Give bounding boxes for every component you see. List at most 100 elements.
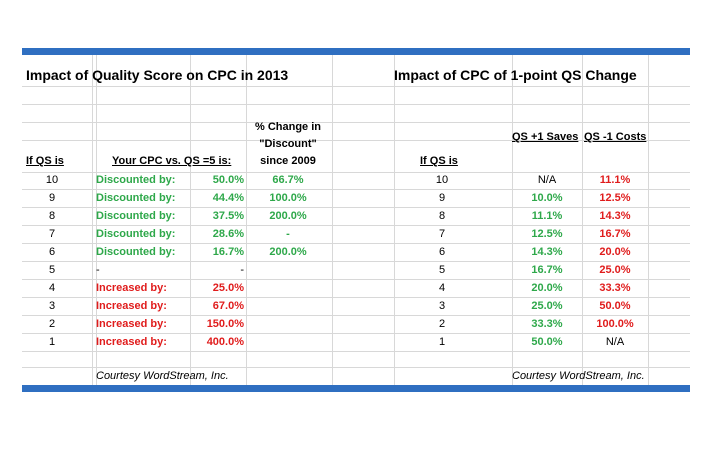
right-row-qs: 2 bbox=[438, 318, 446, 330]
left-row-change: - bbox=[286, 228, 290, 240]
left-row-change: 200.0% bbox=[269, 210, 307, 222]
grid-horizontal-line bbox=[22, 315, 690, 316]
right-header-saves: QS +1 Saves bbox=[512, 131, 579, 143]
left-row-label: Increased by: bbox=[96, 300, 167, 312]
left-row-qs: 7 bbox=[48, 228, 56, 240]
right-row-saves: 16.7% bbox=[531, 264, 563, 276]
right-row-qs: 3 bbox=[438, 300, 446, 312]
right-row-saves: N/A bbox=[537, 174, 557, 186]
left-row-value: 25.0% bbox=[212, 282, 244, 294]
grid-horizontal-line bbox=[22, 351, 690, 352]
left-row-qs: 2 bbox=[48, 318, 56, 330]
grid-vertical-line bbox=[648, 55, 649, 385]
left-row-label: Increased by: bbox=[96, 282, 167, 294]
left-row-qs: 4 bbox=[48, 282, 56, 294]
left-row-label: - bbox=[96, 264, 100, 276]
right-row-costs: 11.1% bbox=[599, 174, 631, 186]
left-row-qs: 1 bbox=[48, 336, 56, 348]
right-row-saves: 14.3% bbox=[531, 246, 563, 258]
left-row-label: Discounted by: bbox=[96, 228, 176, 240]
grid-vertical-line bbox=[394, 55, 395, 385]
grid-horizontal-line bbox=[22, 279, 690, 280]
right-row-costs: 12.5% bbox=[599, 192, 631, 204]
grid-horizontal-line bbox=[22, 367, 690, 368]
left-row-change: 66.7% bbox=[272, 174, 304, 186]
left-row-label: Discounted by: bbox=[96, 174, 176, 186]
left-row-label: Increased by: bbox=[96, 336, 167, 348]
left-row-value: 16.7% bbox=[212, 246, 244, 258]
left-row-change: 100.0% bbox=[269, 192, 307, 204]
right-row-costs: 14.3% bbox=[599, 210, 631, 222]
grid-vertical-line bbox=[190, 55, 191, 385]
grid-horizontal-line bbox=[22, 189, 690, 190]
left-row-label: Discounted by: bbox=[96, 192, 176, 204]
right-row-saves: 25.0% bbox=[531, 300, 563, 312]
left-row-value: 28.6% bbox=[212, 228, 244, 240]
grid-horizontal-line bbox=[22, 243, 690, 244]
left-header-change-3: since 2009 bbox=[260, 155, 316, 167]
right-row-qs: 8 bbox=[438, 210, 446, 222]
right-table-title: Impact of CPC of 1-point QS Change bbox=[394, 67, 637, 83]
right-row-costs: 16.7% bbox=[599, 228, 631, 240]
left-row-qs: 10 bbox=[45, 174, 59, 186]
right-row-costs: N/A bbox=[605, 336, 625, 348]
grid-horizontal-line bbox=[22, 172, 690, 173]
left-row-value: 44.4% bbox=[212, 192, 244, 204]
grid-horizontal-line bbox=[22, 297, 690, 298]
right-row-saves: 11.1% bbox=[531, 210, 563, 222]
left-header-change-1: % Change in bbox=[254, 121, 321, 133]
right-row-qs: 7 bbox=[438, 228, 446, 240]
right-row-saves: 50.0% bbox=[531, 336, 563, 348]
grid-vertical-line bbox=[96, 55, 97, 385]
left-header-qs: If QS is bbox=[26, 155, 64, 167]
grid-horizontal-line bbox=[22, 261, 690, 262]
left-row-value: 150.0% bbox=[206, 318, 244, 330]
left-row-value: 67.0% bbox=[212, 300, 244, 312]
grid-horizontal-line bbox=[22, 104, 690, 105]
grid-vertical-line bbox=[582, 55, 583, 385]
right-row-saves: 12.5% bbox=[531, 228, 563, 240]
left-row-qs: 3 bbox=[48, 300, 56, 312]
grid-horizontal-line bbox=[22, 333, 690, 334]
right-row-qs: 4 bbox=[438, 282, 446, 294]
left-row-qs: 5 bbox=[48, 264, 56, 276]
right-row-qs: 10 bbox=[435, 174, 449, 186]
grid-vertical-line bbox=[92, 55, 93, 385]
grid-vertical-line bbox=[512, 55, 513, 385]
left-row-qs: 6 bbox=[48, 246, 56, 258]
grid-horizontal-line bbox=[22, 86, 690, 87]
left-row-label: Discounted by: bbox=[96, 210, 176, 222]
right-row-qs: 5 bbox=[438, 264, 446, 276]
top-accent-bar bbox=[22, 48, 690, 55]
right-row-costs: 100.0% bbox=[596, 318, 634, 330]
left-row-qs: 9 bbox=[48, 192, 56, 204]
bottom-accent-bar bbox=[22, 385, 690, 392]
right-courtesy-note: Courtesy WordStream, Inc. bbox=[512, 370, 645, 382]
left-row-value: 50.0% bbox=[212, 174, 244, 186]
left-row-label: Increased by: bbox=[96, 318, 167, 330]
left-header-cpc: Your CPC vs. QS =5 is: bbox=[112, 155, 232, 167]
left-courtesy-note: Courtesy WordStream, Inc. bbox=[96, 370, 229, 382]
left-row-value: 400.0% bbox=[206, 336, 244, 348]
left-row-change: 200.0% bbox=[269, 246, 307, 258]
right-row-saves: 20.0% bbox=[531, 282, 563, 294]
right-row-saves: 33.3% bbox=[531, 318, 563, 330]
right-row-qs: 1 bbox=[438, 336, 446, 348]
left-table-title: Impact of Quality Score on CPC in 2013 bbox=[26, 67, 289, 83]
grid-vertical-line bbox=[246, 55, 247, 385]
left-row-label: Discounted by: bbox=[96, 246, 176, 258]
right-row-costs: 33.3% bbox=[599, 282, 631, 294]
right-row-qs: 9 bbox=[438, 192, 446, 204]
spreadsheet: Impact of Quality Score on CPC in 2013 I… bbox=[22, 48, 690, 392]
right-header-costs: QS -1 Costs bbox=[584, 131, 647, 143]
grid-horizontal-line bbox=[22, 207, 690, 208]
left-row-value: - bbox=[240, 264, 244, 276]
left-row-value: 37.5% bbox=[212, 210, 244, 222]
right-row-costs: 25.0% bbox=[599, 264, 631, 276]
grid-horizontal-line bbox=[22, 122, 690, 123]
grid-vertical-line bbox=[332, 55, 333, 385]
left-header-change-2: "Discount" bbox=[259, 138, 317, 150]
right-row-qs: 6 bbox=[438, 246, 446, 258]
grid-horizontal-line bbox=[22, 225, 690, 226]
right-row-saves: 10.0% bbox=[531, 192, 563, 204]
